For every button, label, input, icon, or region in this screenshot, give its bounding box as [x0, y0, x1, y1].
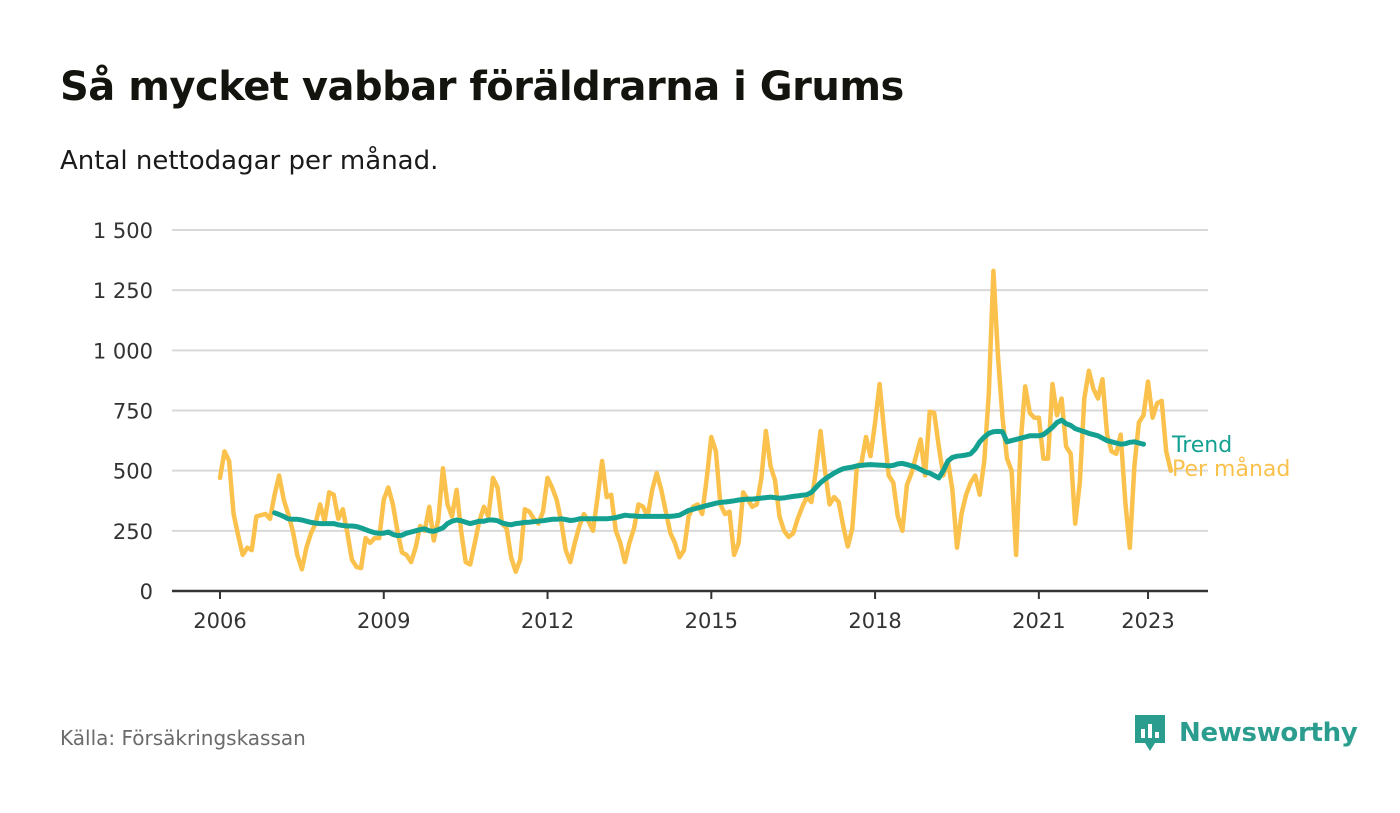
- y-tick-label: 500: [113, 460, 153, 484]
- y-axis-labels: 0 250 500 750 1 000 1 250 1 500: [93, 219, 153, 604]
- monthly-line: [217, 268, 1174, 574]
- chart-subtitle: Antal nettodagar per månad.: [60, 146, 439, 176]
- chart-title: Så mycket vabbar föräldrarna i Grums: [60, 64, 904, 110]
- trend-line: [272, 417, 1146, 539]
- brand-logo[interactable]: Newsworthy: [1133, 713, 1358, 753]
- brand-name: Newsworthy: [1179, 718, 1358, 748]
- monthly-label: Per månad: [1172, 456, 1290, 482]
- x-tick-label: 2006: [193, 609, 246, 633]
- x-axis: 2006 2009 2012 2015 2018 2021 2023: [172, 589, 1208, 633]
- bar-chart-badge-icon: [1135, 715, 1165, 751]
- source-note: Källa: Försäkringskassan: [60, 726, 306, 750]
- trend-label: Trend: [1171, 433, 1232, 458]
- x-tick-label: 2012: [521, 609, 574, 633]
- grid-lines: [172, 229, 1208, 532]
- x-tick-label: 2009: [357, 609, 410, 633]
- series-lines: [217, 268, 1174, 574]
- x-tick-label: 2015: [685, 609, 738, 633]
- y-tick-label: 1 250: [93, 279, 153, 303]
- y-tick-label: 750: [113, 400, 153, 424]
- y-tick-label: 1 000: [93, 339, 153, 363]
- x-tick-label: 2023: [1121, 609, 1174, 633]
- y-tick-label: 0: [140, 580, 153, 604]
- x-tick-label: 2021: [1012, 609, 1065, 633]
- y-tick-label: 1 500: [93, 219, 153, 243]
- y-tick-label: 250: [113, 520, 153, 544]
- x-tick-label: 2018: [848, 609, 901, 633]
